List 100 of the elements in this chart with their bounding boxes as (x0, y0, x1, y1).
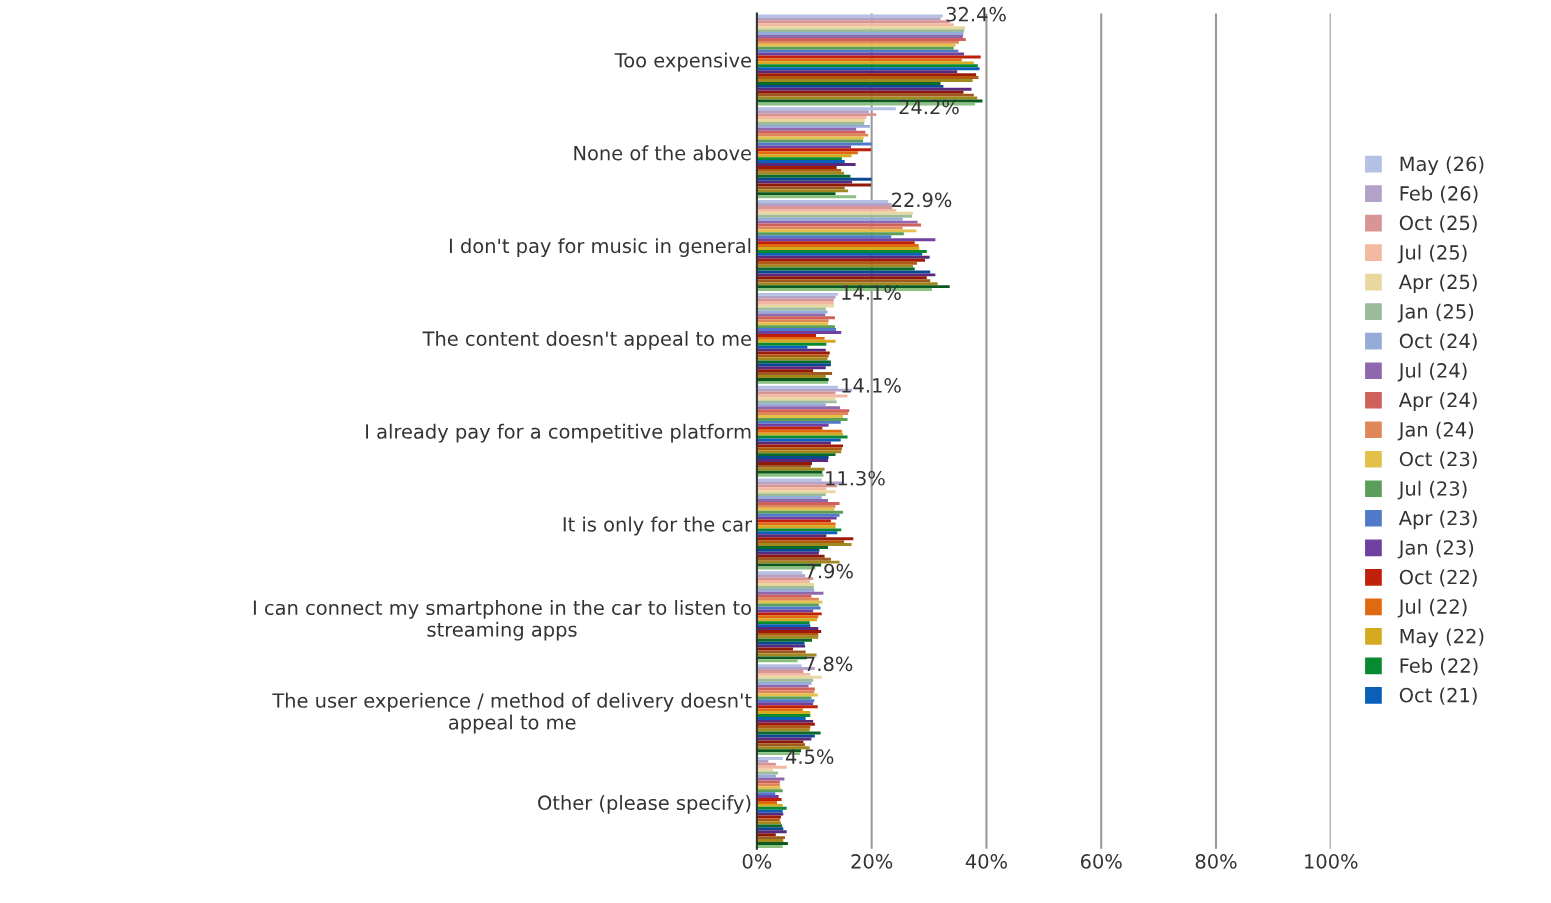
legend-label: Oct (21) (1399, 687, 1477, 705)
bar (756, 348, 826, 352)
legend-label: Oct (22) (1399, 569, 1477, 587)
bar (756, 493, 826, 497)
bar (756, 426, 823, 430)
bar (756, 594, 812, 598)
bar (756, 331, 842, 334)
bar (756, 61, 974, 65)
bar (756, 79, 973, 82)
bar (756, 501, 840, 505)
bar (756, 366, 826, 370)
bar (756, 653, 817, 657)
bar (756, 705, 818, 709)
x-tick-label: 20% (851, 854, 893, 869)
bar (756, 217, 903, 221)
bar (756, 273, 936, 277)
y-tick-label: Too expensive (614, 52, 751, 72)
bar (756, 490, 836, 494)
bar (756, 339, 836, 343)
bar (756, 96, 978, 100)
bar (756, 591, 824, 595)
data-label: 4.5% (785, 749, 834, 765)
bar (756, 232, 904, 236)
bar (756, 423, 829, 427)
legend-label: Apr (25) (1398, 274, 1477, 294)
y-tick-label: Other (please specify) (538, 795, 751, 814)
bar (756, 90, 964, 94)
bar (756, 557, 831, 561)
bar (756, 165, 837, 169)
bar (756, 708, 803, 712)
bar (756, 241, 915, 245)
bar (756, 249, 927, 253)
data-label: 7.8% (805, 656, 853, 672)
bar (756, 235, 892, 239)
bar (756, 484, 838, 488)
bar (756, 195, 857, 199)
y-tick-label: I already pay for a competitive platform (366, 423, 751, 443)
bar (756, 597, 819, 601)
bar (756, 145, 851, 149)
bar (756, 336, 825, 340)
bar (756, 554, 825, 558)
legend-label: Jan (25) (1397, 303, 1474, 323)
bar (756, 638, 812, 642)
bar (756, 49, 959, 53)
bar (756, 282, 938, 286)
bar (756, 664, 802, 668)
bar (756, 372, 833, 376)
data-label: 7.9% (806, 563, 853, 579)
bar (756, 87, 972, 91)
bar (756, 110, 869, 114)
bar (756, 258, 926, 262)
bar (756, 560, 840, 564)
bar (756, 777, 785, 781)
bar (756, 70, 958, 74)
bar (756, 800, 777, 804)
data-label: 14.1% (842, 378, 901, 393)
x-tick-label: 80% (1195, 854, 1237, 869)
bar (756, 417, 848, 421)
bar (756, 768, 773, 772)
legend-label: Jul (22) (1397, 598, 1467, 618)
legend-label: Oct (24) (1399, 333, 1477, 351)
legend-label: Oct (23) (1399, 451, 1477, 469)
bar (756, 255, 930, 259)
data-label: 22.9% (892, 192, 952, 208)
bar (756, 609, 814, 613)
bar (756, 229, 917, 233)
bar (756, 580, 810, 584)
y-tick-label: It is only for the car (563, 516, 753, 536)
legend-label: Feb (26) (1400, 185, 1478, 204)
bar (756, 192, 836, 196)
legend-label: Apr (23) (1398, 510, 1477, 530)
bar (756, 180, 853, 184)
bar (756, 659, 798, 663)
bar (756, 107, 896, 111)
bar (756, 833, 776, 837)
legend-label: Jan (23) (1397, 539, 1474, 559)
bar (756, 276, 927, 280)
bar (756, 238, 936, 242)
y-tick-label: The user experience / method of delivery doesn't appeal to me (272, 692, 752, 734)
bar (756, 746, 810, 750)
bar (756, 279, 931, 283)
bar (756, 534, 827, 538)
bar (756, 647, 794, 651)
bar (756, 52, 965, 56)
bar (756, 528, 842, 532)
bar (756, 154, 852, 158)
x-tick-label: 40% (965, 854, 1007, 869)
bar (756, 844, 783, 848)
bar (756, 546, 829, 549)
bar (756, 670, 804, 673)
y-tick-label: The content doesn't appeal to me (422, 330, 751, 350)
bar (756, 261, 917, 265)
bar (756, 226, 903, 230)
bar (756, 519, 831, 523)
bar (756, 124, 870, 128)
bar (756, 345, 808, 349)
bar (756, 577, 814, 581)
bar (756, 672, 811, 676)
bar (756, 543, 852, 546)
bar (756, 391, 836, 395)
